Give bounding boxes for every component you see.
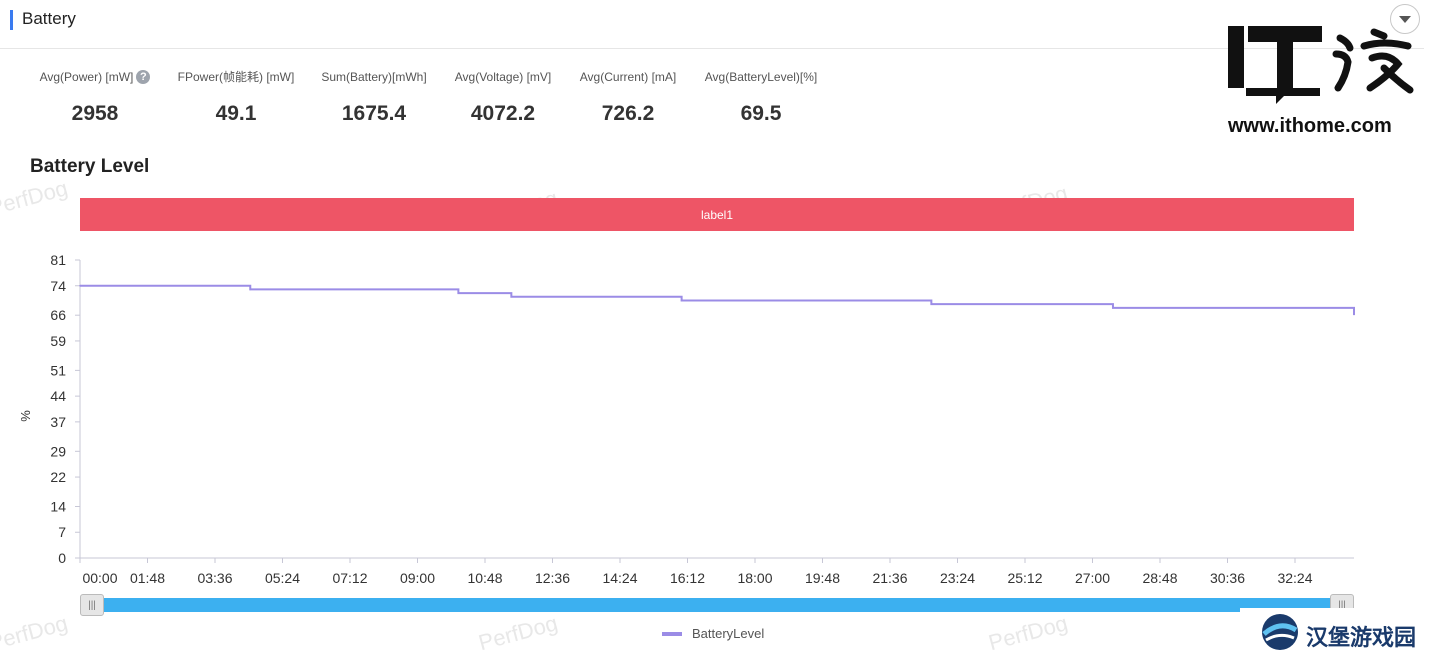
time-range-slider[interactable]: ||| |||	[80, 594, 1354, 616]
series-line-batterylevel	[80, 284, 1355, 316]
x-tick-label: 10:48	[467, 570, 502, 586]
watermark-text: PerfDog	[0, 175, 70, 220]
chevron-down-icon	[1399, 16, 1411, 23]
brand-logo-hanbao: 汉堡游戏园	[1240, 608, 1440, 656]
stat-avg-voltage: Avg(Voltage) [mV] 4072.2	[428, 68, 578, 126]
stat-label: Avg(Current) [mA]	[579, 70, 677, 84]
ithome-url: www.ithome.com	[1228, 115, 1392, 137]
x-tick-label: 01:48	[130, 570, 165, 586]
stat-avg-power: Avg(Power) [mW] ? 2958	[20, 68, 170, 126]
watermark-text: PerfDog	[0, 610, 70, 655]
section-header: Battery	[0, 0, 1424, 49]
watermark-text: PerfDog	[986, 610, 1070, 655]
x-tick-label: 05:24	[265, 570, 300, 586]
x-tick-label: 27:00	[1075, 570, 1110, 586]
legend-label: BatteryLevel	[692, 626, 765, 641]
x-tick-label: 25:12	[1007, 570, 1042, 586]
watermark-text: PerfDog	[986, 180, 1070, 225]
stat-avg-current: Avg(Current) [mA] 726.2	[553, 68, 703, 126]
x-tick-label: 03:36	[197, 570, 232, 586]
label-band	[80, 198, 1354, 231]
y-axis-label: %	[18, 410, 33, 422]
stat-label: Avg(Power) [mW]	[39, 70, 134, 84]
y-tick-label: 44	[50, 388, 66, 404]
ithome-logo-mark	[1228, 26, 1414, 104]
label-band-text: label1	[701, 208, 733, 222]
series-point	[930, 303, 933, 305]
series-point	[79, 284, 81, 287]
x-tick-label: 14:24	[602, 570, 637, 586]
y-tick-label: 51	[50, 362, 66, 378]
x-tick-label: 23:24	[940, 570, 975, 586]
stat-value: 726.2	[601, 102, 655, 125]
x-tick-label: 30:36	[1210, 570, 1245, 586]
watermark-text: PerfDog	[476, 185, 560, 230]
x-tick-label: 07:12	[332, 570, 367, 586]
stat-value: 49.1	[215, 102, 257, 125]
globe-icon	[1262, 614, 1298, 650]
x-tick-label: 28:48	[1142, 570, 1177, 586]
y-tick-label: 29	[50, 443, 66, 459]
stat-sum-battery: Sum(Battery)[mWh] 1675.4	[299, 68, 449, 126]
legend-swatch	[662, 631, 682, 636]
stat-value: 1675.4	[341, 102, 407, 125]
y-tick-label: 59	[50, 333, 66, 349]
x-tick-label: 32:24	[1277, 570, 1312, 586]
y-tick-label: 0	[58, 550, 66, 566]
chart-legend[interactable]: BatteryLevel	[662, 626, 764, 641]
x-tick-label: 16:12	[670, 570, 705, 586]
stat-avg-battery-level: Avg(BatteryLevel)[%] 69.5	[686, 68, 836, 126]
stat-value: 2958	[71, 102, 119, 125]
y-tick-label: 7	[58, 524, 66, 540]
y-tick-label: 14	[50, 498, 66, 514]
stat-label: FPower(帧能耗) [mW]	[177, 70, 295, 84]
series-point	[510, 295, 513, 298]
x-tick-label: 19:48	[805, 570, 840, 586]
ithome-logo: www.ithome.com	[1224, 24, 1424, 142]
stat-label: Avg(BatteryLevel)[%]	[704, 70, 818, 84]
watermark-text: PerfDog	[476, 610, 560, 655]
section-accent-bar	[10, 10, 13, 30]
stat-fpower: FPower(帧能耗) [mW] 49.1	[161, 68, 311, 126]
x-tick-label: 09:00	[400, 570, 435, 586]
series-point	[680, 299, 683, 302]
x-tick-label: 18:00	[737, 570, 772, 586]
x-tick-label: 21:36	[872, 570, 907, 586]
chart-title: Battery Level	[30, 156, 150, 177]
y-tick-label: 81	[50, 252, 66, 268]
stat-value: 69.5	[740, 102, 782, 125]
stat-label: Avg(Voltage) [mV]	[454, 70, 552, 84]
x-tick-label: 00:00	[82, 570, 117, 586]
y-tick-label: 74	[50, 278, 66, 294]
brand-text: 汉堡游戏园	[1306, 626, 1417, 651]
stat-value: 4072.2	[470, 102, 536, 125]
series-point	[249, 288, 252, 291]
slider-track[interactable]	[90, 598, 1344, 612]
x-tick-label: 12:36	[535, 570, 570, 586]
stat-label: Sum(Battery)[mWh]	[321, 70, 427, 84]
collapse-button[interactable]	[1390, 4, 1420, 34]
help-icon[interactable]: ?	[136, 70, 151, 84]
y-tick-label: 37	[50, 414, 66, 430]
series-point	[1112, 307, 1114, 309]
slider-handle-left[interactable]: |||	[80, 594, 104, 616]
section-title: Battery	[22, 9, 76, 28]
y-tick-label: 66	[50, 307, 66, 323]
series-point	[457, 292, 460, 294]
y-tick-label: 22	[50, 469, 66, 485]
